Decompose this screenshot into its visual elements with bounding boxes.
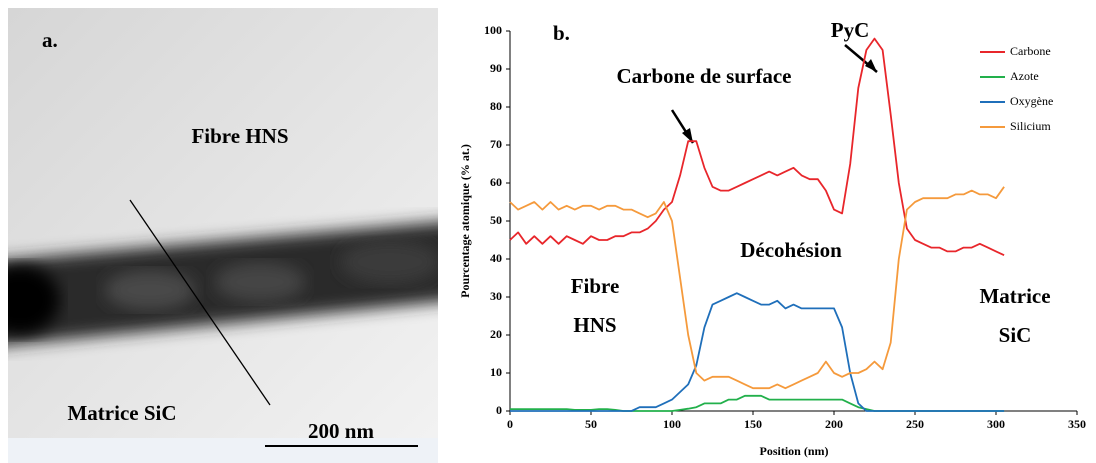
x-tick-label: 300 [987, 417, 1005, 431]
annotation: Fibre [571, 274, 620, 298]
y-tick-label: 90 [490, 61, 502, 75]
x-tick-label: 50 [585, 417, 597, 431]
arrow-head [865, 59, 877, 72]
y-tick-label: 10 [490, 365, 502, 379]
annotation: Matrice [979, 284, 1050, 308]
chart: b. Position (nm) Pourcentage atomique (%… [458, 18, 1086, 458]
x-tick-label: 350 [1068, 417, 1086, 431]
scale-bar-label: 200 nm [308, 419, 374, 443]
y-tick-label: 80 [490, 99, 502, 113]
panel-label: a. [42, 28, 58, 52]
dark-region [8, 265, 60, 335]
micrograph: a. Fibre HNS Matrice SiC 200 nm [8, 8, 438, 463]
x-tick-label: 250 [906, 417, 924, 431]
y-axis-title: Pourcentage atomique (% at.) [458, 144, 472, 298]
legend-label: Carbone [1010, 44, 1051, 58]
region-label: Fibre HNS [191, 124, 288, 148]
data-line [510, 394, 1005, 412]
y-tick-label: 40 [490, 251, 502, 265]
x-axis-title: Position (nm) [760, 444, 829, 458]
legend-label: Oxygène [1010, 94, 1053, 108]
data-line [510, 292, 1005, 412]
region-label: Matrice SiC [67, 401, 176, 425]
y-tick-label: 30 [490, 289, 502, 303]
data-line [509, 37, 1005, 257]
y-tick-label: 70 [490, 137, 502, 151]
annotation: Décohésion [740, 238, 842, 262]
legend-label: Azote [1010, 69, 1039, 83]
y-tick-label: 50 [490, 213, 502, 227]
annotation: HNS [573, 313, 616, 337]
annotation: SiC [999, 323, 1032, 347]
y-tick-label: 20 [490, 327, 502, 341]
micrograph-background [8, 8, 438, 438]
profile-line [129, 199, 271, 406]
image-footer [8, 438, 438, 463]
panel-label: b. [553, 21, 570, 45]
void [105, 270, 195, 310]
arrow-head [682, 128, 693, 143]
legend-label: Silicium [1010, 119, 1051, 133]
y-tick-label: 100 [484, 23, 502, 37]
y-tick-label: 0 [496, 403, 502, 417]
data-line [509, 186, 1005, 390]
annotation: Carbone de surface [617, 64, 792, 88]
void [215, 262, 305, 302]
y-tick-label: 60 [490, 175, 502, 189]
x-tick-label: 100 [663, 417, 681, 431]
void [340, 240, 438, 284]
x-tick-label: 150 [744, 417, 762, 431]
x-tick-label: 200 [825, 417, 843, 431]
annotation: PyC [831, 18, 870, 42]
x-tick-label: 0 [507, 417, 513, 431]
